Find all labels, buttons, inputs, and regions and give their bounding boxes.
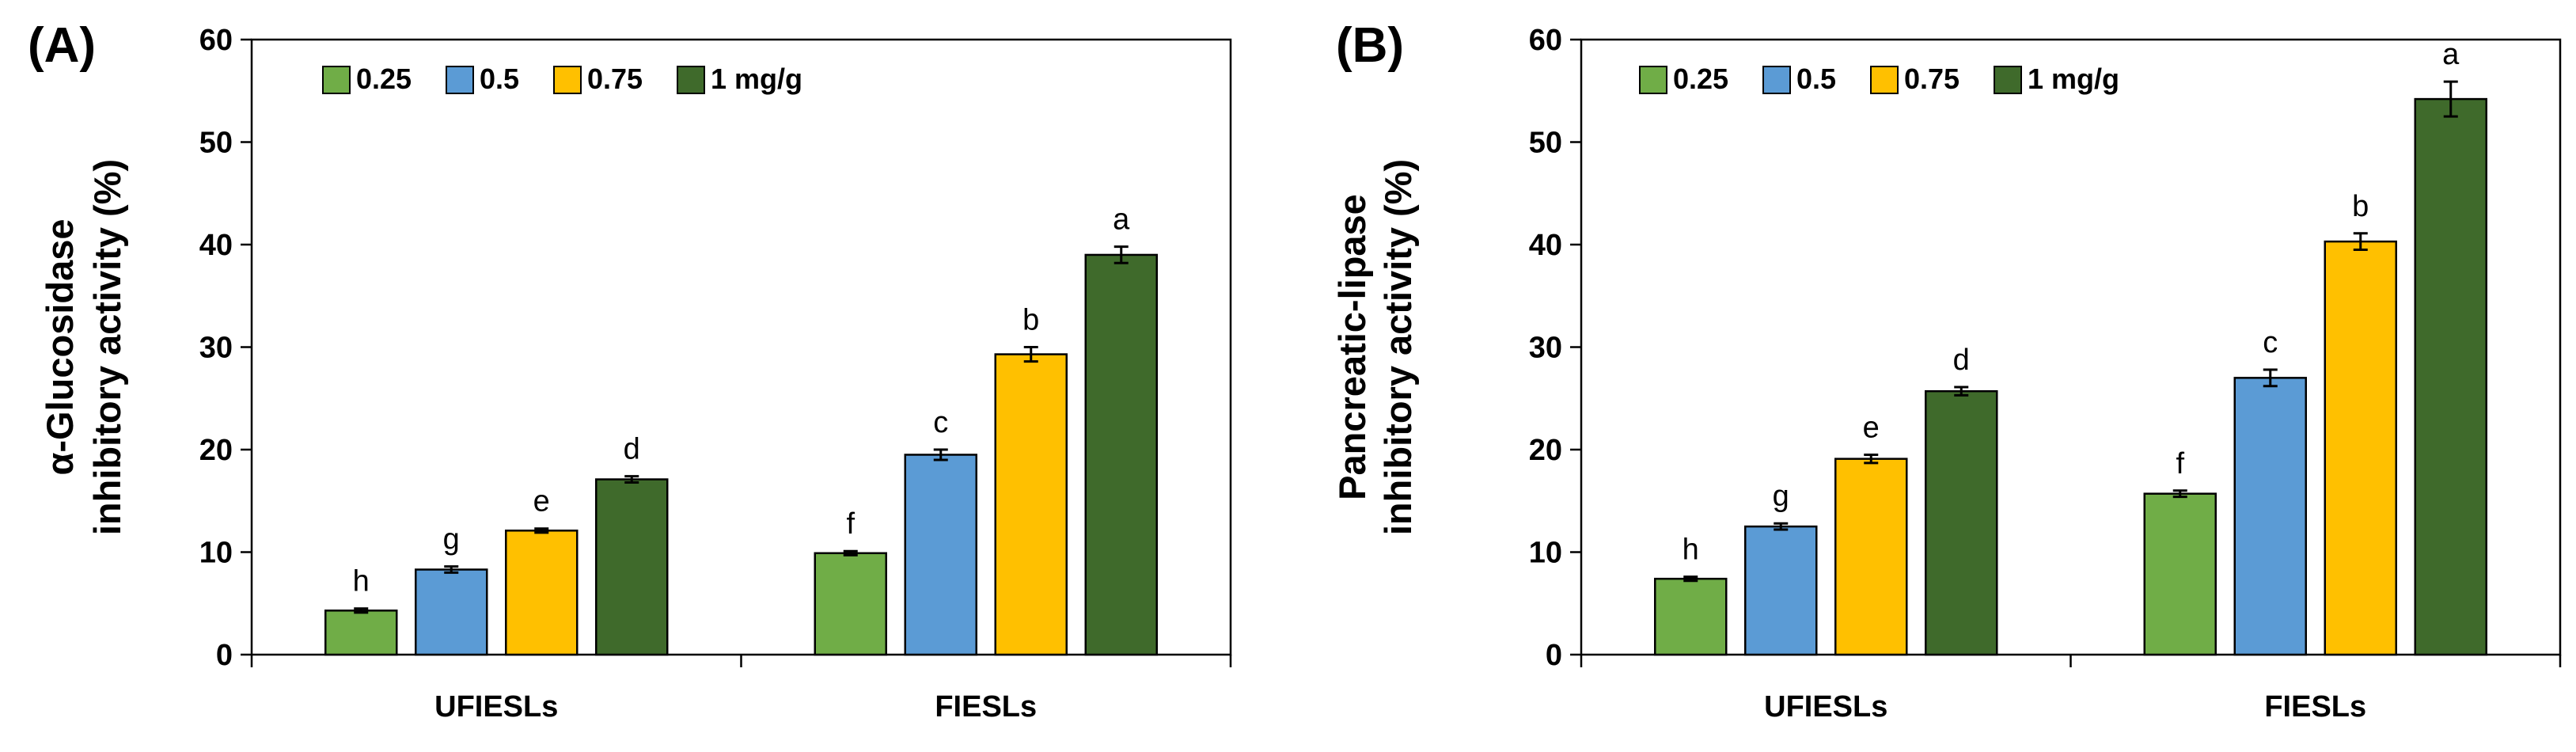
legend-label: 1 mg/g: [711, 63, 802, 95]
significance-letter: g: [443, 523, 460, 556]
y-tick-label: 40: [199, 229, 233, 262]
legend-label: 0.5: [480, 63, 519, 95]
y-tick-label: 30: [199, 332, 233, 365]
y-tick-label: 10: [199, 537, 233, 570]
y-axis-label: Pancreatic-lipase: [1331, 194, 1373, 500]
y-tick-label: 50: [1529, 127, 1562, 160]
y-tick-label: 10: [1529, 537, 1562, 570]
bar: [595, 478, 669, 656]
bar: [994, 353, 1068, 656]
significance-letter: a: [2442, 38, 2460, 71]
y-tick-label: 0: [1546, 639, 1562, 672]
significance-letter: d: [624, 433, 640, 466]
x-category-label: UFIESLs: [434, 690, 558, 724]
significance-letter: h: [353, 565, 370, 598]
legend-swatch: [1639, 66, 1667, 94]
legend-label: 0.25: [1673, 63, 1728, 95]
y-axis-label: inhibitory activity (%): [1377, 159, 1419, 535]
y-axis-label: inhibitory activity (%): [86, 159, 128, 535]
legend-label: 0.25: [356, 63, 412, 95]
bar: [2414, 97, 2487, 656]
bar: [2324, 240, 2397, 656]
significance-letter: f: [846, 507, 855, 541]
y-tick-label: 20: [199, 434, 233, 467]
y-tick-label: 60: [199, 24, 233, 57]
bar: [1925, 389, 1998, 656]
bar: [1744, 525, 1818, 656]
y-tick-label: 40: [1529, 229, 1562, 262]
legend-swatch: [1994, 66, 2022, 94]
x-category-label: FIESLs: [935, 690, 1037, 724]
significance-letter: f: [2176, 447, 2184, 480]
bar: [415, 568, 488, 656]
y-tick-label: 0: [216, 639, 233, 672]
bar: [814, 552, 887, 656]
legend-swatch: [677, 66, 705, 94]
plot-frame: [250, 38, 1232, 656]
legend-swatch: [446, 66, 474, 94]
panel-label: (A): [28, 18, 96, 73]
significance-letter: h: [1683, 534, 1699, 567]
plot-frame: [1580, 38, 2562, 656]
legend-swatch: [1870, 66, 1899, 94]
legend-label: 0.5: [1796, 63, 1836, 95]
legend-swatch: [1762, 66, 1791, 94]
significance-letter: b: [2352, 190, 2369, 223]
bar: [505, 530, 579, 656]
significance-letter: a: [1113, 203, 1130, 237]
significance-letter: e: [1863, 411, 1880, 444]
significance-letter: c: [2263, 326, 2278, 359]
panel-label: (B): [1336, 18, 1404, 73]
y-tick-label: 60: [1529, 24, 1562, 57]
chart-panel-b: (B) Pancreatic-lipase inhibitory activity …: [1331, 18, 2562, 724]
y-tick-label: 50: [199, 127, 233, 160]
bar: [324, 610, 398, 656]
x-category-label: FIESLs: [2264, 690, 2366, 724]
legend-label: 1 mg/g: [2028, 63, 2119, 95]
legend-swatch: [322, 66, 351, 94]
significance-letter: b: [1022, 304, 1039, 337]
significance-letter: c: [933, 406, 948, 439]
legend-swatch: [553, 66, 582, 94]
significance-letter: d: [1953, 344, 1970, 377]
significance-letter: g: [1773, 480, 1789, 513]
bar: [1654, 577, 1728, 656]
significance-letter: e: [533, 485, 550, 518]
legend-label: 0.75: [587, 63, 643, 95]
bar: [1834, 458, 1908, 656]
bar: [1084, 253, 1158, 656]
bar: [2233, 377, 2307, 656]
bar: [2143, 492, 2217, 656]
y-axis-label: α-Glucosidase: [39, 218, 81, 475]
y-tick-label: 30: [1529, 332, 1562, 365]
x-category-label: UFIESLs: [1764, 690, 1887, 724]
bar: [904, 454, 977, 656]
legend-label: 0.75: [1904, 63, 1960, 95]
chart-panel-a: (A) α-Glucosidase inhibitory activity (%) 0…: [28, 18, 1232, 724]
y-tick-label: 20: [1529, 434, 1562, 467]
